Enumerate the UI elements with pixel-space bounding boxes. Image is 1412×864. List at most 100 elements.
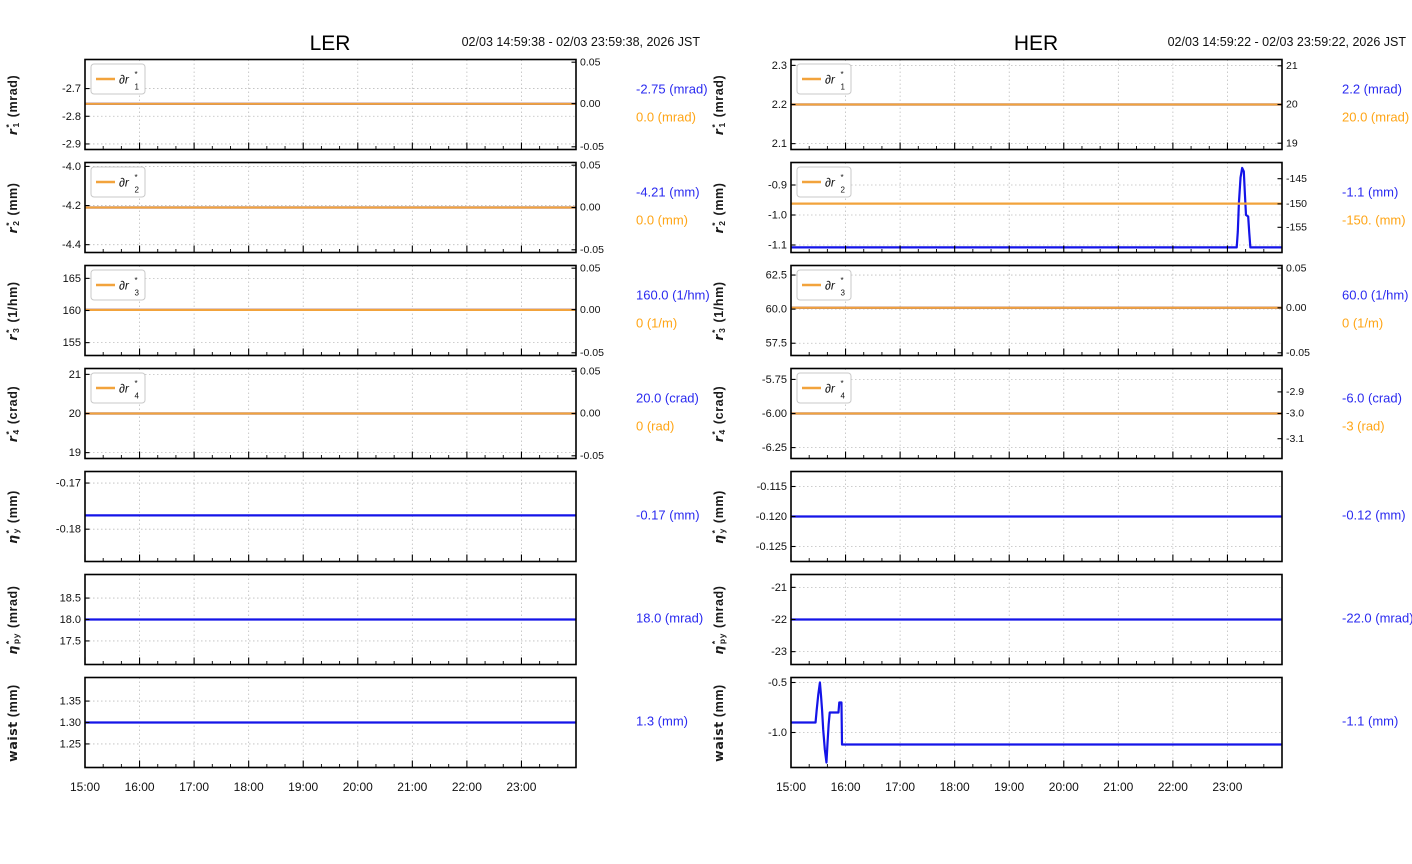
legend-label: ∂r [119,176,130,190]
plot-svg-cell: -0.5 -1.0 [732,676,1312,769]
readout-orange: 0 (rad) [636,418,675,434]
y-axis-label-subsup: * 4 [4,429,21,434]
x-tick-label: 22:00 [451,780,482,794]
plot-r3-star: 165 160 155 0.05 0.00 -0.05 ∂r * 3 [63,264,604,357]
y-tick-label: -0.9 [768,180,787,192]
y-tick-label: -6.25 [762,442,787,454]
y-axis-label-base: r [4,226,20,234]
readout-blue: 2.2 (mrad) [1342,81,1402,97]
y-tick-label: 165 [63,273,81,285]
y-axis-label-sub: y [11,527,21,533]
beam-optics-dashboard: LER 02/03 14:59:38 - 02/03 23:59:38, 202… [0,4,1412,797]
y-tick-label: 160 [63,305,81,317]
readout-cell: -1.1 (mm) -150. (mm) [1312,161,1412,254]
right-tick-label: 20 [1286,99,1298,111]
readout-cell: -0.12 (mm) [1312,470,1412,563]
plot-stack-ler: r * 1 (mrad) -2.7 -2.8 -2.9 0.05 0.00 -0.05 ∂r * 1 -2… [0,58,710,797]
plot-stack-her: r * 1 (mrad) 2.3 2.2 2.1 21 20 19 ∂r * 1 2.2 (mrad) 20… [706,58,1412,797]
y-axis-label-subsup: * 4 [710,428,727,434]
legend-label-sup: * [135,70,138,79]
y-tick-label: 18.0 [60,614,81,626]
plot-svg-cell: 165 160 155 0.05 0.00 -0.05 ∂r * 3 [26,264,606,357]
y-tick-label: 2.1 [772,138,787,150]
y-tick-label: -5.75 [762,374,787,386]
y-axis-label-cell: r * 2 (mm) [0,161,26,254]
y-axis-label-unit: (mm) [711,489,726,523]
plot-row-r2-star: r * 2 (mm) -0.9 -1.0 -1.1 -145 -150 -155 ∂r * 2 -1.1 … [706,161,1412,254]
series-blue [791,166,1282,249]
plot-svg-cell: 18.5 18.0 17.5 [26,573,606,666]
plot-r1-star: -2.7 -2.8 -2.9 0.05 0.00 -0.05 ∂r * 1 [62,58,604,151]
y-axis-label-cell: r * 2 (mm) [706,161,732,254]
y-axis-label-unit: (mm) [5,683,20,717]
right-tick-label: -3.0 [1286,408,1304,420]
legend-label-sub: 4 [135,392,140,401]
y-tick-label: 1.30 [60,717,81,729]
legend-label-sup: * [841,379,844,388]
plot-row-r4-star: r * 4 (crad) 21 20 19 0.05 0.00 -0.05 ∂r * 4 20.0 (cr… [0,367,706,460]
y-tick-label: 2.2 [772,99,787,111]
y-axis-label-base: η [4,533,20,544]
y-tick-label: -0.17 [56,478,81,490]
legend-label-sup: * [135,379,138,388]
y-tick-label: -1.1 [768,240,787,252]
y-axis-label-base: waist [710,720,726,762]
y-tick-label: 60.0 [766,304,787,316]
x-tick-label: 16:00 [830,780,861,794]
right-tick-label: 0.00 [1286,302,1307,314]
readout-orange: 0 (1/m) [1342,315,1384,331]
y-tick-label: 1.35 [60,696,81,708]
plot-r2-star: -4.0 -4.2 -4.4 0.05 0.00 -0.05 ∂r * 2 [62,161,604,254]
plot-r3-star: 62.5 60.0 57.5 0.05 0.00 -0.05 ∂r * 3 [766,264,1311,357]
panel-timestamp-ler: 02/03 14:59:38 - 02/03 23:59:38, 2026 JS… [461,35,700,49]
x-tick-label: 19:00 [288,780,319,794]
y-axis-label-subsup: * 1 [710,122,727,127]
right-tick-label: -3.1 [1286,433,1304,445]
x-tick-label: 18:00 [233,780,264,794]
right-tick-label: -0.05 [580,450,604,460]
y-axis-label-unit: (crad) [5,385,20,424]
right-tick-label: -0.05 [580,244,604,254]
y-tick-label: -23 [771,646,787,658]
right-tick-label: 0.05 [1286,264,1307,274]
right-tick-label: 0.05 [580,58,601,68]
legend: ∂r * 3 [796,269,852,301]
plot-row-eta-y: η * y (mm) -0.115 -0.120 -0.125 -0.12 (mm) [706,470,1412,563]
y-axis-label-base: r [4,434,20,442]
plot-row-r3-star: r * 3 (1/hm) 62.5 60.0 57.5 0.05 0.00 -0.05 ∂r * 3 60… [706,264,1412,357]
plot-row-r2-star: r * 2 (mm) -4.0 -4.2 -4.4 0.05 0.00 -0.05 ∂r * 2 -4.2… [0,161,706,254]
legend-label-sub: 2 [841,186,846,195]
series-blue [791,681,1282,764]
readout-cell: -6.0 (crad) -3 (rad) [1312,367,1412,460]
y-axis-label: r * 4 (crad) [4,385,21,442]
y-axis-label-sub: 4 [717,428,727,434]
readout-cell: 60.0 (1/hm) 0 (1/m) [1312,264,1412,357]
plot-svg-cell: -2.7 -2.8 -2.9 0.05 0.00 -0.05 ∂r * 1 [26,58,606,151]
right-tick-label: 0.00 [580,98,601,110]
readout-blue: -1.1 (mm) [1342,713,1399,729]
y-axis-label-subsup: * y [4,527,21,533]
y-axis-label: η * y (mm) [4,490,21,544]
y-tick-label: 62.5 [766,270,787,282]
y-axis-label-subsup: * py [4,632,21,643]
y-tick-label: 17.5 [60,635,81,647]
y-axis-label: r * 4 (crad) [710,385,727,441]
legend-label: ∂r [119,279,130,293]
plot-svg-cell: 1.35 1.30 1.25 [26,676,606,769]
y-axis-label-unit: (crad) [711,385,726,424]
right-tick-label: 0.00 [580,408,601,420]
y-axis-label-unit: (mrad) [711,584,726,628]
x-axis-labels: 15:00 16:00 17:00 18:00 19:00 20:00 21:00 22:00… [70,779,576,797]
y-axis-label-subsup: * 3 [4,327,21,332]
x-axis-labels: 15:00 16:00 17:00 18:00 19:00 20:00 21:00 22:00… [776,779,1282,797]
panel-her-header: HER 02/03 14:59:22 - 02/03 23:59:22, 202… [706,4,1412,58]
readout-blue: 18.0 (mrad) [636,610,704,626]
y-tick-label: -2.9 [62,138,81,150]
y-axis-label-unit: (mm) [711,683,726,717]
readout-blue: -22.0 (mrad) [1342,610,1412,626]
readout-blue: -2.75 (mrad) [636,81,708,97]
readout-blue: 1.3 (mm) [636,713,688,729]
readout-cell: -22.0 (mrad) [1312,573,1412,666]
right-tick-label: 21 [1286,60,1298,72]
readout-cell: -0.17 (mm) [606,470,706,563]
